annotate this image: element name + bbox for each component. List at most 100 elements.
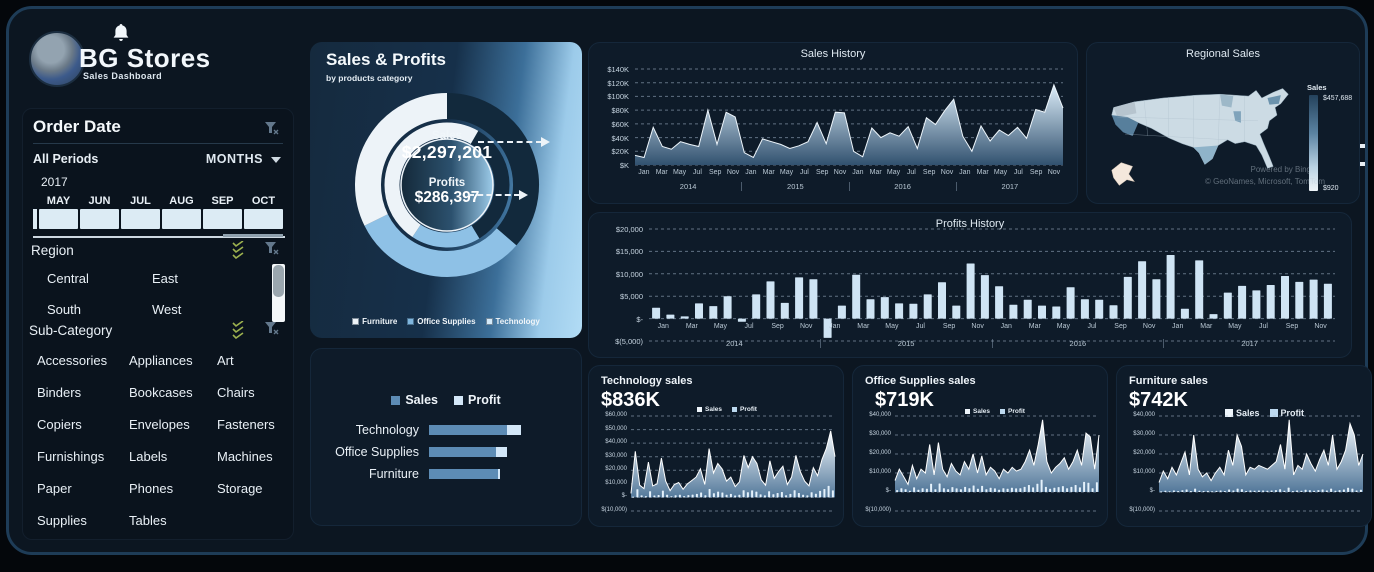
x-tick-label: Mar bbox=[655, 169, 668, 176]
region-list: Central East South West bbox=[47, 271, 257, 317]
y-tick-label: $50,000 bbox=[605, 425, 627, 432]
subcategory-item[interactable]: Chairs bbox=[217, 385, 255, 400]
state-illinois bbox=[1233, 111, 1241, 123]
y-tick-label: $60K bbox=[611, 119, 629, 129]
region-item[interactable]: South bbox=[47, 302, 81, 317]
x-tick-label: Sep bbox=[942, 323, 956, 330]
region-scrollbar-thumb[interactable] bbox=[273, 265, 284, 297]
donut-legend-item[interactable]: Office Supplies bbox=[407, 317, 476, 326]
y-tick-label: $40K bbox=[611, 133, 629, 143]
subcategory-title: Sub-Category bbox=[29, 323, 113, 338]
y-tick-label: $30,000 bbox=[869, 431, 891, 437]
month-slider-block[interactable] bbox=[162, 209, 201, 229]
app-title: BG Stores bbox=[79, 43, 211, 73]
subcategory-item[interactable]: Phones bbox=[129, 481, 174, 496]
donut-legend-item[interactable]: Technology bbox=[485, 317, 540, 326]
profits-label: Profits bbox=[428, 177, 466, 189]
sales-profits-donut bbox=[354, 92, 540, 278]
x-tick-label: Jan bbox=[959, 169, 971, 176]
y-axis-labels: $140K $120K $100K $80K $60K $40K $20K $K bbox=[589, 65, 629, 170]
x-tick-label: Jan bbox=[852, 169, 864, 176]
subcategory-item[interactable]: Accessories bbox=[37, 353, 108, 368]
subcategory-item[interactable]: Supplies bbox=[37, 513, 87, 528]
mini-legend: Sales Profit bbox=[697, 406, 757, 413]
slider-track-thumb[interactable] bbox=[223, 234, 283, 237]
map-legend-min: $920 bbox=[1323, 185, 1339, 192]
x-tick-label: Sep bbox=[922, 169, 936, 176]
month-slider-block[interactable] bbox=[121, 209, 160, 229]
month-label: OCT bbox=[251, 195, 276, 207]
state-washington bbox=[1113, 101, 1137, 117]
month-labels-row: MAY JUN JUL AUG SEP OCT bbox=[33, 195, 285, 207]
clear-filter-icon[interactable] bbox=[264, 321, 279, 336]
subcategory-item[interactable]: Storage bbox=[217, 481, 263, 496]
month-slider-sliver[interactable] bbox=[33, 209, 37, 229]
x-tick-label: Nov bbox=[1142, 323, 1156, 330]
month-slider-block[interactable] bbox=[80, 209, 119, 229]
x-tick-label: Nov bbox=[799, 323, 813, 330]
region-item[interactable]: West bbox=[152, 302, 182, 317]
office-supplies-sales-card: Office Supplies sales $719K Sales Profit… bbox=[852, 365, 1108, 527]
divider bbox=[33, 143, 283, 144]
x-tick-label: Jan bbox=[1000, 323, 1012, 330]
x-tick-label: Mar bbox=[857, 323, 870, 330]
avatar[interactable] bbox=[29, 31, 85, 87]
category-bars: Technology Office Supplies Furniture bbox=[317, 419, 577, 485]
subcategory-item[interactable]: Binders bbox=[37, 385, 82, 400]
subcategory-item[interactable]: Tables bbox=[129, 513, 167, 528]
subcategory-item[interactable]: Furnishings bbox=[37, 449, 105, 464]
subcategory-item[interactable]: Envelopes bbox=[129, 417, 190, 432]
donut-title: Sales & Profits bbox=[326, 50, 446, 69]
region-scrollbar[interactable] bbox=[272, 264, 285, 322]
clear-filter-icon[interactable] bbox=[264, 241, 279, 256]
month-slider[interactable] bbox=[33, 209, 285, 229]
x-tick-label: Mar bbox=[1200, 323, 1213, 330]
subcategory-item[interactable]: Machines bbox=[217, 449, 273, 464]
state-california bbox=[1111, 115, 1139, 136]
month-slider-block[interactable] bbox=[203, 209, 242, 229]
sales-history-title: Sales History bbox=[800, 48, 866, 60]
donut-legend-item[interactable]: Furniture bbox=[352, 317, 397, 326]
region-item[interactable]: East bbox=[152, 271, 179, 286]
sales-history-card: Sales History $140K $120K $100K $80K $60K $40… bbox=[588, 42, 1078, 204]
subcategory-item[interactable]: Fasteners bbox=[217, 417, 275, 432]
month-slider-block[interactable] bbox=[244, 209, 283, 229]
slider-track[interactable] bbox=[33, 236, 285, 238]
x-year-label: 2017 bbox=[955, 182, 1063, 191]
x-tick-label: Sep bbox=[1114, 323, 1127, 330]
y-tick-label: $20,000 bbox=[869, 450, 891, 456]
select-all-icon[interactable] bbox=[231, 241, 245, 259]
app-subtitle: Sales Dashboard bbox=[83, 71, 163, 81]
subcategory-item[interactable]: Copiers bbox=[37, 417, 82, 432]
month-label: SEP bbox=[211, 195, 234, 207]
subcategory-item[interactable]: Paper bbox=[37, 481, 72, 496]
y-tick-label: $30,000 bbox=[1133, 431, 1155, 437]
y-tick-label: $K bbox=[619, 161, 629, 170]
y-tick-label: $20,000 bbox=[605, 466, 627, 473]
period-label[interactable]: All Periods bbox=[33, 152, 99, 166]
x-tick-label: May bbox=[886, 169, 901, 176]
x-axis-years: 2014 2015 2016 2017 bbox=[635, 182, 1063, 191]
bell-icon[interactable] bbox=[112, 23, 130, 43]
x-tick-label: Sep bbox=[815, 169, 829, 176]
subcategory-item[interactable]: Appliances bbox=[129, 353, 193, 368]
month-label: JUN bbox=[88, 195, 111, 207]
chevron-down-icon[interactable] bbox=[271, 157, 281, 163]
clear-filter-icon[interactable] bbox=[264, 121, 279, 136]
select-all-icon[interactable] bbox=[231, 321, 245, 339]
profit-bar bbox=[507, 425, 521, 435]
subcategory-item[interactable]: Bookcases bbox=[129, 385, 193, 400]
region-item[interactable]: Central bbox=[47, 271, 89, 286]
month-slider-block[interactable] bbox=[39, 209, 78, 229]
granularity-dropdown[interactable]: MONTHS bbox=[205, 152, 263, 166]
x-tick-label: Nov bbox=[1314, 323, 1327, 330]
sales-history-plot bbox=[634, 68, 1064, 166]
sales-label: Sales bbox=[431, 130, 463, 142]
subcategory-item[interactable]: Labels bbox=[129, 449, 168, 464]
y-tick-label: $10,000 bbox=[869, 469, 891, 475]
technology-sales-title: Technology sales bbox=[601, 375, 693, 387]
y-tick-label: $60,000 bbox=[605, 412, 627, 418]
x-year-label: 2016 bbox=[848, 182, 956, 191]
subcategory-item[interactable]: Art bbox=[217, 353, 234, 368]
